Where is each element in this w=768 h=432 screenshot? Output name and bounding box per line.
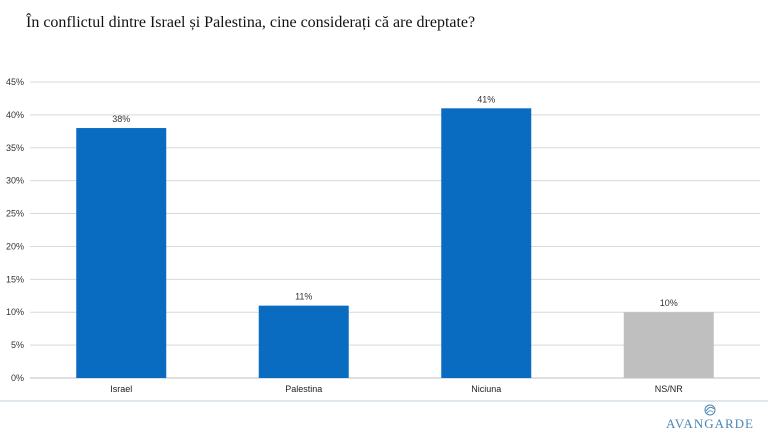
y-tick-label: 20%: [6, 241, 24, 251]
data-label: 11%: [295, 292, 312, 302]
data-label: 10%: [660, 298, 678, 308]
globe-leaf-icon: [704, 404, 716, 416]
y-tick-label: 25%: [6, 209, 24, 219]
y-tick-label: 15%: [6, 274, 24, 284]
y-tick-label: 40%: [6, 110, 24, 120]
data-label: 41%: [477, 94, 495, 104]
data-label: 38%: [112, 114, 130, 124]
category-label: NS/NR: [655, 384, 684, 394]
y-tick-label: 5%: [11, 340, 24, 350]
bar: [623, 312, 714, 378]
y-tick-label: 0%: [11, 373, 24, 383]
chart-title: În conflictul dintre Israel și Palestina…: [26, 14, 476, 31]
brand-logo: AVANGARDE: [660, 404, 760, 431]
y-tick-label: 35%: [6, 143, 24, 153]
bar: [258, 305, 349, 378]
footer-divider: [0, 400, 768, 402]
category-label: Israel: [110, 384, 132, 394]
bar: [76, 128, 167, 378]
bar: [441, 108, 532, 379]
y-tick-label: 10%: [6, 307, 24, 317]
y-tick-label: 30%: [6, 176, 24, 186]
brand-name: AVANGARDE: [666, 416, 754, 431]
category-label: Niciuna: [471, 384, 501, 394]
y-tick-label: 45%: [6, 77, 24, 87]
category-label: Palestina: [285, 384, 322, 394]
bar-chart: 0% 5% 10% 15% 20% 25% 30% 35% 40% 45% 38% Israel 11%…: [6, 77, 760, 394]
